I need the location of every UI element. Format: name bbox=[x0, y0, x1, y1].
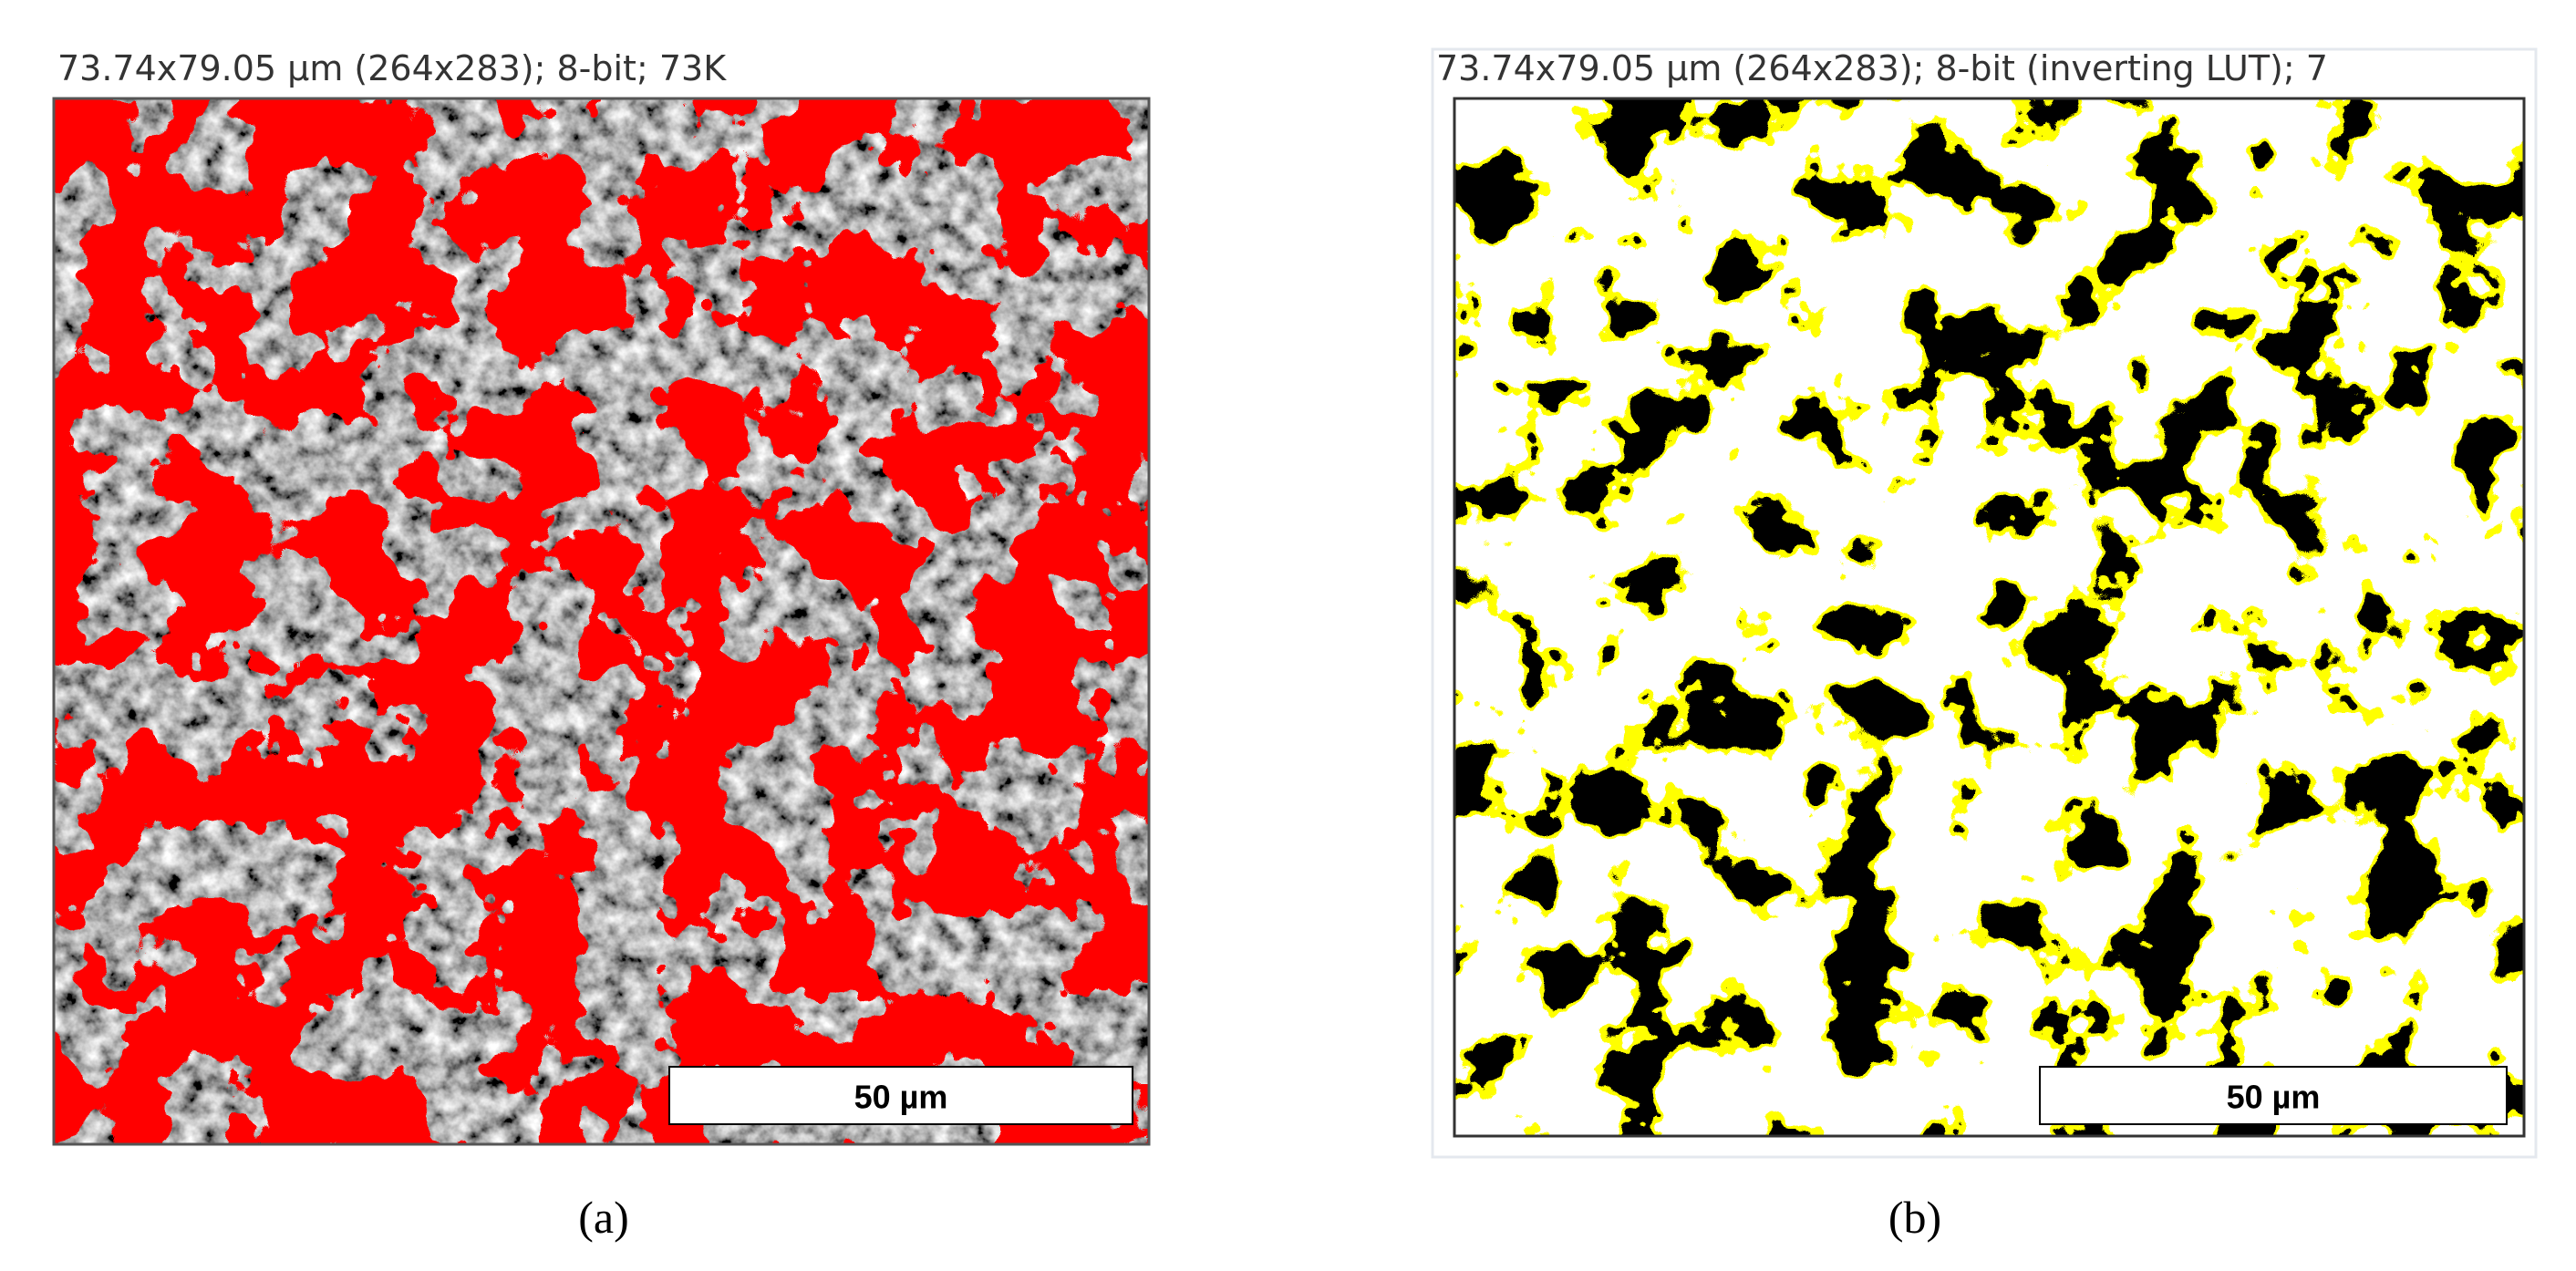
panel-a: 73.74x79.05 µm (264x283); 8-bit; 73K 50 … bbox=[52, 48, 1151, 1243]
window-header: 73.74x79.05 µm (264x283); 8-bit (inverti… bbox=[1436, 48, 2328, 88]
scale-bar-label: 50 µm bbox=[854, 1079, 948, 1116]
image-border bbox=[1453, 97, 2526, 1138]
binary-mask bbox=[1454, 98, 2524, 1136]
panel-caption: (b) bbox=[1888, 1192, 1941, 1243]
segmentation-overlay bbox=[54, 98, 1149, 1144]
scale-bar bbox=[2039, 1066, 2508, 1125]
scale-bar bbox=[668, 1066, 1133, 1125]
panel-b: 73.74x79.05 µm (264x283); 8-bit (inverti… bbox=[1431, 47, 2538, 1243]
panel-caption: (a) bbox=[578, 1192, 629, 1243]
window-header: 73.74x79.05 µm (264x283); 8-bit; 73K bbox=[57, 48, 727, 88]
image-border bbox=[52, 97, 1151, 1146]
scale-bar-label: 50 µm bbox=[2227, 1079, 2321, 1116]
